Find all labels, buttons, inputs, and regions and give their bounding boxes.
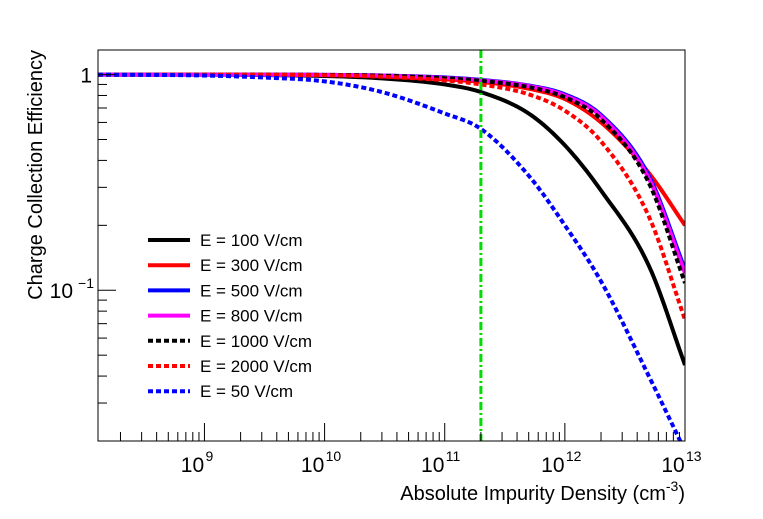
x-tick-label-exponent: 13	[686, 448, 702, 464]
legend: E = 100 V/cm E = 300 V/cm E = 500 V/cm E = …	[148, 231, 312, 401]
tick-layer: 10 9 10 10 10 11 10 12 10 131−110	[50, 65, 702, 477]
x-tick-label-exponent: 10	[326, 448, 342, 464]
legend-label-7: E = 50 V/cm	[200, 382, 293, 401]
y-tick-label: 1	[80, 65, 92, 88]
plot-frame	[97, 49, 686, 442]
legend-label-4: E = 800 V/cm	[200, 307, 303, 326]
series-layer	[98, 72, 685, 441]
x-tick-label: 10	[421, 454, 444, 477]
x-tick-label: 10	[661, 454, 684, 477]
legend-label-6: E = 2000 V/cm	[200, 357, 312, 376]
x-tick-label: 10	[301, 454, 324, 477]
legend-label-2: E = 300 V/cm	[200, 256, 303, 275]
x-tick-label: 10	[541, 454, 564, 477]
series-line-7	[98, 72, 683, 441]
legend-label-1: E = 100 V/cm	[200, 231, 303, 250]
x-tick-label-exponent: 11	[446, 448, 461, 464]
x-tick-label-exponent: 9	[205, 448, 213, 464]
x-tick-label: 10	[181, 454, 204, 477]
legend-label-3: E = 500 V/cm	[200, 281, 303, 300]
y-tick-label: 10	[50, 280, 73, 303]
series-line-6	[98, 72, 685, 321]
legend-label-5: E = 1000 V/cm	[200, 332, 312, 351]
x-tick-label-exponent: 12	[566, 448, 582, 464]
y-tick-label-exponent: −1	[78, 275, 94, 291]
x-axis-title: Absolute Impurity Density (cm-3)	[400, 478, 685, 505]
y-axis-title: Charge Collection Efficiency	[25, 50, 47, 300]
